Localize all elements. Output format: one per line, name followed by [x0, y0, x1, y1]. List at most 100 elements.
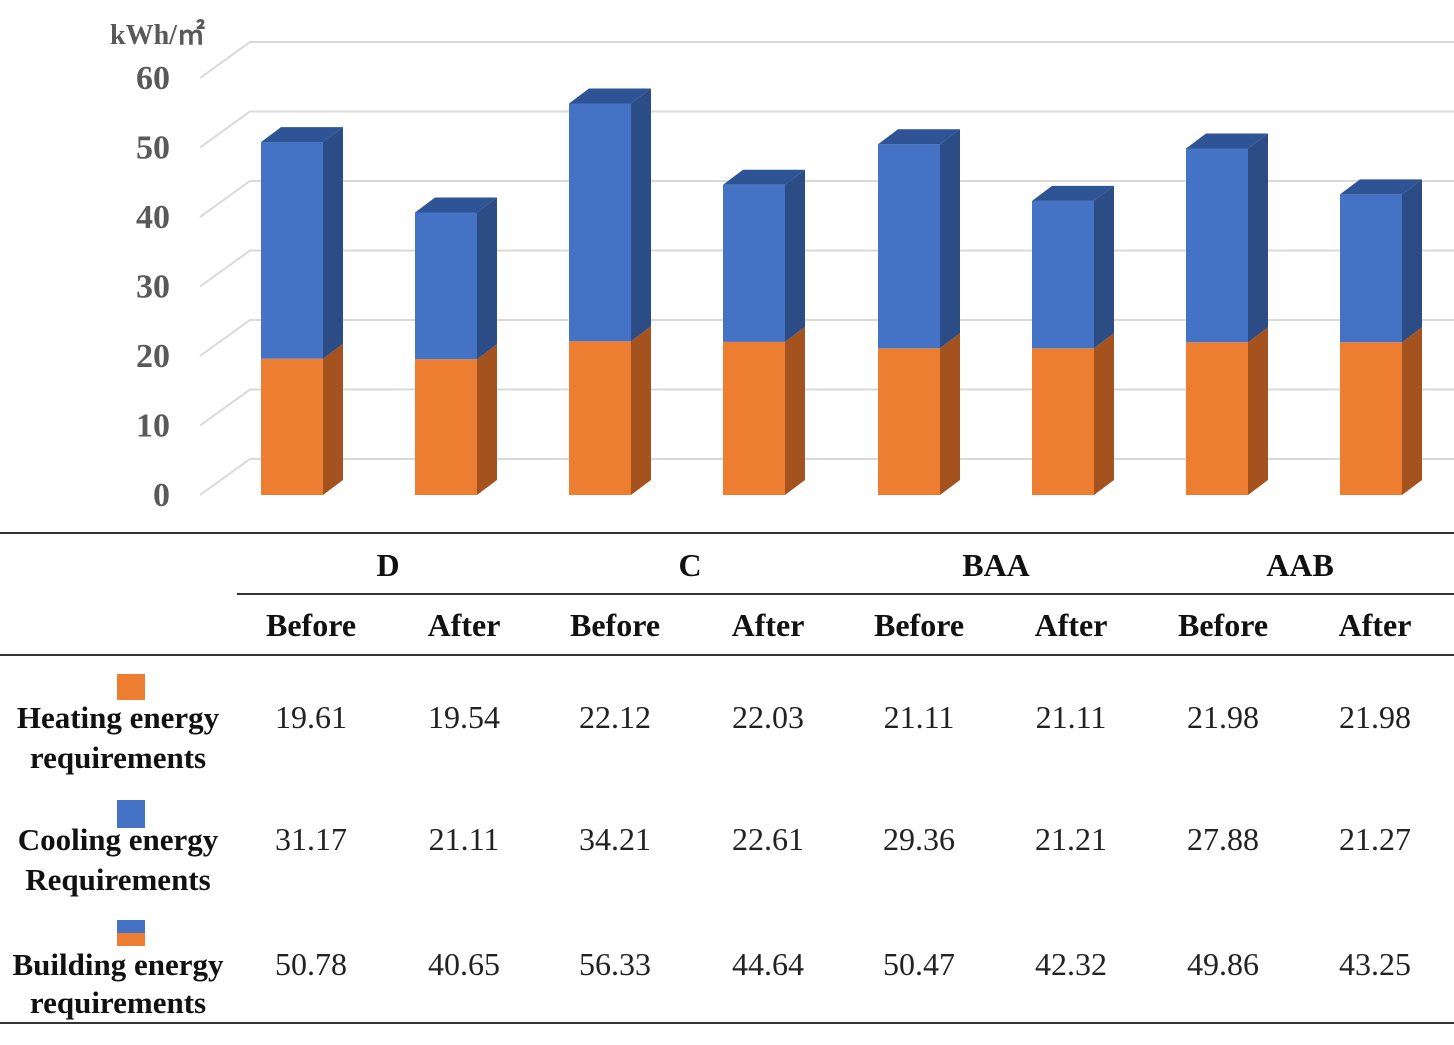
table-group-header: C — [678, 547, 701, 583]
cooling-bar-top — [1186, 133, 1268, 149]
bar-group — [1340, 179, 1422, 495]
table-cell: 50.47 — [883, 946, 955, 982]
row-label-line2: requirements — [30, 985, 206, 1020]
heating-bar-side — [1094, 333, 1114, 495]
heating-bar-side — [323, 343, 343, 495]
cooling-bar-top — [415, 197, 497, 213]
table-cell: 56.33 — [579, 946, 651, 982]
table-cell: 19.61 — [275, 699, 347, 735]
cooling-bar — [1032, 200, 1094, 349]
bar-group — [1032, 185, 1114, 495]
heating-bar — [1032, 348, 1094, 495]
y-tick-label: 50 — [136, 130, 170, 167]
bar-group — [261, 127, 343, 495]
heating-legend-swatch — [117, 933, 145, 946]
table-cell: 44.64 — [732, 946, 804, 982]
table-group-header: D — [376, 547, 399, 583]
table-cell: 50.78 — [275, 946, 347, 982]
heating-bar — [415, 359, 477, 495]
cooling-legend-swatch — [117, 800, 145, 828]
table-subheader: After — [732, 607, 805, 643]
table-row: Cooling energy Requirements 31.17 21.11 34.2… — [18, 800, 1411, 897]
table-group-header: BAA — [962, 547, 1030, 583]
table-cell: 21.98 — [1187, 699, 1259, 735]
row-label-line2: Requirements — [25, 862, 210, 897]
table-cell: 21.27 — [1339, 821, 1411, 857]
cooling-bar-top — [1340, 179, 1422, 195]
heating-bar-side — [785, 326, 805, 495]
y-axis-unit-label: kWh/㎡ — [110, 18, 205, 51]
y-tick-label: 30 — [136, 269, 170, 306]
heating-bar-side — [1402, 327, 1422, 495]
cooling-bar — [261, 142, 323, 359]
cooling-bar — [1186, 148, 1248, 343]
table-subheader: Before — [266, 607, 356, 643]
cooling-bar-side — [1248, 133, 1268, 343]
y-axis-ticks: 0 10 20 30 40 50 60 — [136, 60, 170, 514]
heating-bar-side — [631, 326, 651, 495]
cooling-bar-top — [1032, 185, 1114, 201]
cooling-bar — [569, 103, 631, 342]
heating-bar — [261, 358, 323, 495]
table-cell: 34.21 — [579, 821, 651, 857]
heating-bar — [569, 341, 631, 495]
table-cell: 19.54 — [428, 699, 500, 735]
table-cell: 22.61 — [732, 821, 804, 857]
y-tick-label: 10 — [136, 408, 170, 445]
gridline — [199, 41, 1454, 79]
table-cell: 21.98 — [1339, 699, 1411, 735]
y-tick-label: 0 — [153, 477, 170, 514]
row-label-line1: Heating energy — [17, 700, 220, 735]
table-subheader: After — [1035, 607, 1108, 643]
cooling-bar-side — [1402, 179, 1422, 343]
table-cell: 21.11 — [884, 699, 955, 735]
cooling-bar-side — [1094, 185, 1114, 349]
cooling-legend-swatch — [117, 920, 145, 933]
y-tick-label: 40 — [136, 199, 170, 236]
row-label-line1: Cooling energy — [18, 822, 219, 857]
cooling-bar-top — [878, 129, 960, 145]
cooling-bar-side — [785, 169, 805, 342]
bar-group — [1186, 133, 1268, 495]
bar-group — [415, 197, 497, 495]
cooling-bar-top — [261, 127, 343, 143]
table-cell: 21.11 — [429, 821, 500, 857]
bar-group — [723, 169, 805, 495]
y-tick-label: 60 — [136, 60, 170, 97]
heating-bar — [878, 348, 940, 495]
heating-legend-swatch — [117, 674, 145, 700]
table-row: Heating energy requirements 19.61 19.54 22.1… — [17, 674, 1411, 775]
table-cell: 21.21 — [1035, 821, 1107, 857]
gridlines — [199, 41, 1454, 496]
table-cell: 40.65 — [428, 946, 500, 982]
bar-group — [878, 129, 960, 495]
cooling-bar-side — [323, 127, 343, 359]
table-cell: 49.86 — [1187, 946, 1259, 982]
cooling-bar-side — [940, 129, 960, 349]
table-subheader: Before — [570, 607, 660, 643]
heating-bar — [723, 341, 785, 495]
bar-group — [569, 88, 651, 495]
heating-bar — [1340, 342, 1402, 495]
gridline — [199, 180, 1454, 218]
table-cell: 22.03 — [732, 699, 804, 735]
table-subheader: After — [428, 607, 501, 643]
cooling-bar-side — [631, 88, 651, 342]
cooling-bar-top — [723, 169, 805, 185]
cooling-bar — [723, 184, 785, 342]
data-table: D C BAA AAB Before After Before After Before Afte… — [0, 532, 1454, 1024]
y-tick-label: 20 — [136, 338, 170, 375]
table-subheader: After — [1339, 607, 1412, 643]
gridline — [199, 110, 1454, 149]
cooling-bar — [1340, 194, 1402, 343]
heating-bar-side — [477, 344, 497, 495]
table-cell: 43.25 — [1339, 946, 1411, 982]
heating-bar — [1186, 342, 1248, 495]
cooling-bar — [415, 212, 477, 360]
cooling-bar — [878, 144, 940, 349]
table-subheader: Before — [1178, 607, 1268, 643]
bars — [261, 88, 1422, 495]
table-cell: 31.17 — [275, 821, 347, 857]
